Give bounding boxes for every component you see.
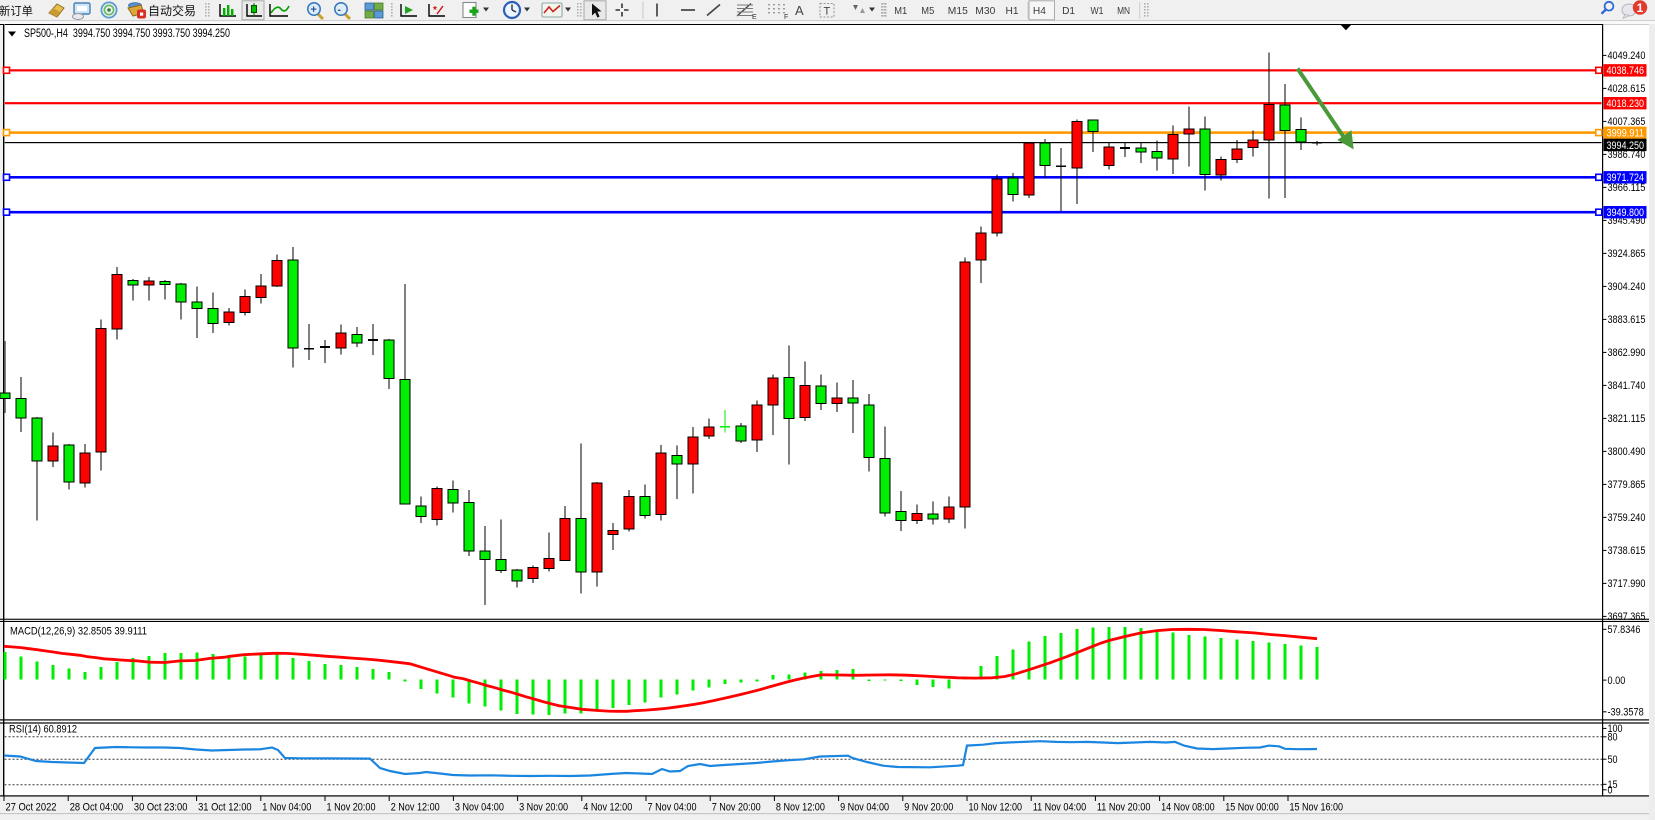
svg-text:3999.911: 3999.911 — [1607, 128, 1645, 140]
svg-text:3779.865: 3779.865 — [1608, 479, 1646, 491]
svg-text:31 Oct 12:00: 31 Oct 12:00 — [198, 801, 252, 813]
svg-text:D1: D1 — [1062, 5, 1075, 17]
svg-text:4018.230: 4018.230 — [1607, 98, 1645, 110]
svg-text:4049.240: 4049.240 — [1608, 50, 1646, 62]
svg-text:100: 100 — [1608, 723, 1623, 735]
svg-text:3966.115: 3966.115 — [1608, 182, 1646, 194]
svg-text:*: * — [433, 5, 437, 16]
svg-text:15 Nov 00:00: 15 Nov 00:00 — [1225, 801, 1279, 813]
svg-text:3717.990: 3717.990 — [1608, 578, 1646, 590]
svg-text:H4: H4 — [1033, 5, 1046, 17]
svg-text:10 Nov 12:00: 10 Nov 12:00 — [969, 801, 1023, 813]
svg-text:1 Nov 20:00: 1 Nov 20:00 — [327, 801, 376, 813]
svg-text:F: F — [784, 14, 788, 21]
svg-text:3994.250: 3994.250 — [1607, 140, 1645, 152]
svg-text:9 Nov 04:00: 9 Nov 04:00 — [840, 801, 889, 813]
svg-text:1: 1 — [1637, 1, 1644, 15]
svg-text:2 Nov 12:00: 2 Nov 12:00 — [391, 801, 440, 813]
svg-text:4007.365: 4007.365 — [1608, 116, 1646, 128]
svg-text:15: 15 — [1608, 779, 1618, 791]
svg-text:3971.724: 3971.724 — [1607, 172, 1645, 184]
svg-text:30 Oct 23:00: 30 Oct 23:00 — [134, 801, 188, 813]
svg-text:3759.240: 3759.240 — [1608, 512, 1646, 524]
svg-text:3986.740: 3986.740 — [1608, 149, 1646, 161]
svg-text:M1: M1 — [894, 5, 907, 17]
svg-text:A: A — [795, 3, 804, 18]
svg-text:RSI(14) 60.8912: RSI(14) 60.8912 — [9, 723, 77, 735]
svg-text:新订单: 新订单 — [0, 4, 33, 18]
svg-text:3949.800: 3949.800 — [1607, 207, 1645, 219]
svg-text:M15: M15 — [948, 5, 968, 17]
svg-text:M30: M30 — [975, 5, 995, 17]
svg-text:-: - — [337, 4, 341, 16]
svg-text:15 Nov 16:00: 15 Nov 16:00 — [1290, 801, 1344, 813]
svg-text:1 Nov 04:00: 1 Nov 04:00 — [262, 801, 311, 813]
svg-text:W1: W1 — [1091, 5, 1104, 17]
svg-text:3 Nov 20:00: 3 Nov 20:00 — [519, 801, 568, 813]
svg-text:4028.615: 4028.615 — [1608, 83, 1646, 95]
svg-text:11 Nov 04:00: 11 Nov 04:00 — [1033, 801, 1087, 813]
svg-text:3904.240: 3904.240 — [1608, 281, 1646, 293]
svg-text:T: T — [824, 6, 831, 18]
svg-text:27 Oct 2022: 27 Oct 2022 — [6, 801, 57, 813]
svg-text:3738.615: 3738.615 — [1608, 545, 1646, 557]
svg-text:3862.990: 3862.990 — [1608, 347, 1646, 359]
svg-text:57.8346: 57.8346 — [1608, 624, 1641, 636]
svg-text:7 Nov 20:00: 7 Nov 20:00 — [712, 801, 761, 813]
svg-text:8 Nov 12:00: 8 Nov 12:00 — [776, 801, 825, 813]
svg-text:3800.490: 3800.490 — [1608, 446, 1646, 458]
svg-text:3821.115: 3821.115 — [1608, 413, 1646, 425]
svg-text:3924.865: 3924.865 — [1608, 248, 1646, 260]
svg-text:SP500-,H4 3994.750 3994.750 3: SP500-,H4 3994.750 3994.750 3993.750 399… — [24, 28, 230, 40]
svg-text:+: + — [310, 4, 316, 16]
svg-text:4038.746: 4038.746 — [1607, 65, 1645, 77]
svg-text:-39.3578: -39.3578 — [1608, 707, 1644, 719]
svg-text:MACD(12,26,9) 32.8505 39.9111: MACD(12,26,9) 32.8505 39.9111 — [10, 625, 147, 637]
svg-text:MN: MN — [1117, 5, 1130, 17]
svg-text:H1: H1 — [1006, 5, 1019, 17]
svg-text:E: E — [752, 14, 757, 21]
svg-text:0: 0 — [1608, 785, 1613, 797]
svg-text:3697.365: 3697.365 — [1608, 611, 1646, 623]
svg-text:50: 50 — [1608, 754, 1618, 766]
svg-text:9 Nov 20:00: 9 Nov 20:00 — [904, 801, 953, 813]
svg-text:7 Nov 04:00: 7 Nov 04:00 — [648, 801, 697, 813]
svg-text:自动交易: 自动交易 — [148, 3, 196, 18]
svg-text:3883.615: 3883.615 — [1608, 314, 1646, 326]
svg-text:3841.740: 3841.740 — [1608, 380, 1646, 392]
svg-text:0.00: 0.00 — [1608, 675, 1626, 687]
svg-text:3 Nov 04:00: 3 Nov 04:00 — [455, 801, 504, 813]
svg-text:M5: M5 — [921, 5, 934, 17]
svg-text:80: 80 — [1608, 732, 1618, 744]
svg-text:4 Nov 12:00: 4 Nov 12:00 — [583, 801, 632, 813]
svg-text:28 Oct 04:00: 28 Oct 04:00 — [70, 801, 124, 813]
svg-text:14 Nov 08:00: 14 Nov 08:00 — [1161, 801, 1215, 813]
svg-text:11 Nov 20:00: 11 Nov 20:00 — [1097, 801, 1151, 813]
